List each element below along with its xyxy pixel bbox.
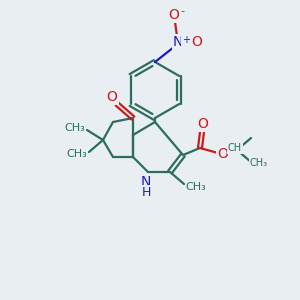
Text: CH₃: CH₃ [186,182,206,192]
Text: H: H [141,185,151,199]
Text: O: O [218,147,228,161]
Text: N: N [141,175,151,189]
Text: O: O [106,90,117,104]
Text: CH₃: CH₃ [67,149,87,159]
Text: CH₃: CH₃ [64,123,86,133]
Text: CH₃: CH₃ [250,158,268,168]
Text: N: N [173,35,183,49]
Text: O: O [169,8,179,22]
Text: -: - [180,6,184,16]
Text: O: O [198,117,208,131]
Text: O: O [192,35,203,49]
Text: +: + [182,35,190,45]
Text: CH: CH [228,143,242,153]
